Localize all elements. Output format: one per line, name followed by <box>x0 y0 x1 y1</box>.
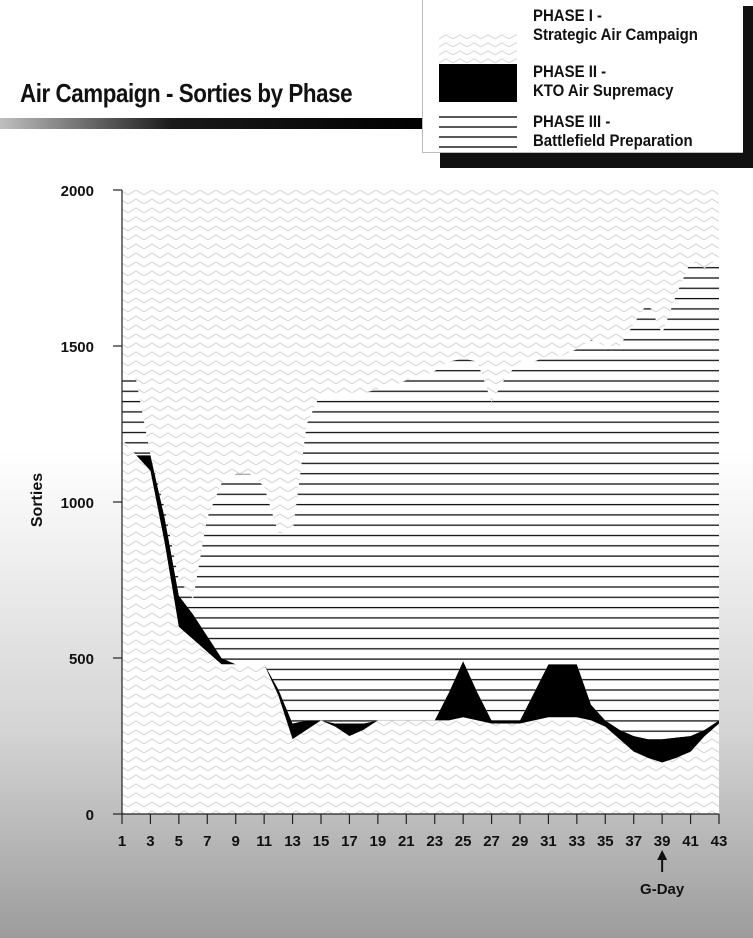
x-tick-label-29: 29 <box>512 833 529 850</box>
legend-swatch-phase-2 <box>439 64 517 102</box>
x-tick-label-3: 3 <box>146 833 154 850</box>
x-tick-label-39: 39 <box>654 833 671 850</box>
x-tick-label-5: 5 <box>175 833 183 850</box>
x-tick-label-15: 15 <box>313 833 330 850</box>
legend-label-phase-1-line2: Strategic Air Campaign <box>533 25 698 44</box>
x-tick-label-25: 25 <box>455 833 472 850</box>
legend-label-phase-2: PHASE II - KTO Air Supremacy <box>533 62 674 100</box>
legend-label-phase-3: PHASE III - Battlefield Preparation <box>533 112 693 150</box>
area-series-2 <box>122 439 719 763</box>
x-tick-label-19: 19 <box>370 833 387 850</box>
x-tick-label-13: 13 <box>284 833 301 850</box>
x-tick-label-31: 31 <box>540 833 557 850</box>
y-tick-label-2000: 2000 <box>61 183 94 200</box>
y-tick-label-500: 500 <box>69 651 94 668</box>
legend-label-phase-2-line2: KTO Air Supremacy <box>533 81 674 100</box>
area-series-3 <box>122 258 719 740</box>
x-tick-label-37: 37 <box>625 833 642 850</box>
chart-title: Air Campaign - Sorties by Phase <box>20 78 353 108</box>
y-tick-label-0: 0 <box>86 807 94 824</box>
annotations: G-Day <box>640 850 685 898</box>
legend-label-phase-3-line2: Battlefield Preparation <box>533 131 693 150</box>
x-tick-label-17: 17 <box>341 833 358 850</box>
x-tick-label-41: 41 <box>682 833 699 850</box>
x-tick-label-27: 27 <box>483 833 500 850</box>
area-series-1 <box>122 439 719 814</box>
legend-label-phase-1-line1: PHASE I - <box>533 6 602 25</box>
x-tick-label-35: 35 <box>597 833 614 850</box>
x-tick-label-21: 21 <box>398 833 415 850</box>
y-axis-label: Sorties <box>29 473 46 527</box>
x-tick-label-1: 1 <box>118 833 126 850</box>
legend-label-phase-2-line1: PHASE II - <box>533 62 607 81</box>
legend-swatch-phase-3 <box>439 112 517 150</box>
area-layers <box>122 258 719 814</box>
legend-label-phase-1: PHASE I - Strategic Air Campaign <box>533 6 698 44</box>
x-tick-label-43: 43 <box>711 833 728 850</box>
legend-label-phase-3-line1: PHASE III - <box>533 112 611 131</box>
x-tick-label-7: 7 <box>203 833 211 850</box>
g-day-label: G-Day <box>640 881 685 898</box>
legend: PHASE I - Strategic Air Campaign PHASE I… <box>422 0 743 153</box>
y-tick-label-1000: 1000 <box>61 495 94 512</box>
x-tick-label-33: 33 <box>569 833 586 850</box>
x-tick-label-23: 23 <box>426 833 443 850</box>
y-tick-label-1500: 1500 <box>61 339 94 356</box>
x-tick-label-11: 11 <box>256 833 272 850</box>
title-underline-bar <box>0 118 430 129</box>
g-day-arrow-head <box>657 850 668 860</box>
x-tick-label-9: 9 <box>232 833 240 850</box>
